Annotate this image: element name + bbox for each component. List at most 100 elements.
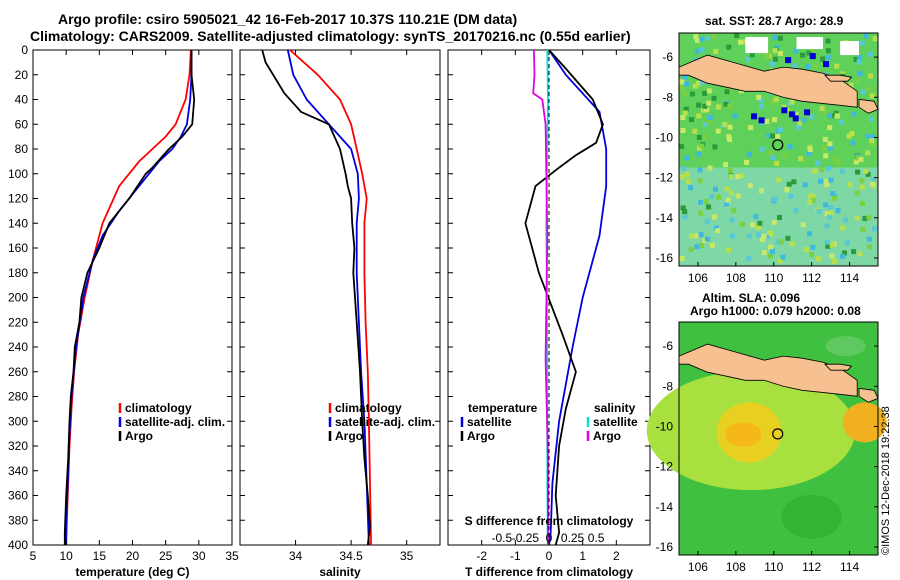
diff-series-temperature-argo (524, 49, 604, 546)
sst_map-field-cell (679, 84, 685, 90)
sst_map-ytick-label: -10 (656, 130, 674, 144)
sst_map-field-cell (700, 107, 706, 113)
sst_map-field-cell (872, 36, 878, 42)
temp-ytick-label: 120 (8, 192, 28, 206)
sst_map-field-cell (808, 193, 814, 199)
sst_map-field-cell (793, 48, 799, 54)
sst_map-field-cell (706, 119, 712, 125)
sst_map-field-cell (859, 184, 865, 190)
sst_map-field-cell (872, 226, 877, 232)
sst_map-field-cell (828, 177, 834, 183)
sst_map-field-cell (829, 210, 834, 216)
figure-title-line2: Climatology: CARS2009. Satellite-adjuste… (30, 28, 631, 44)
sst_map-field-cell (773, 96, 779, 102)
sst_map-field-cell (810, 244, 816, 250)
sst_map-field-cell (803, 247, 809, 253)
sst_map-field-cell (704, 35, 710, 41)
sst_map-field-cell (858, 156, 864, 162)
sst_map-field-cell (684, 81, 690, 87)
sst_map-field-cell (857, 251, 863, 257)
sst_map-field-cell (688, 247, 694, 253)
sst_map-field-cell (689, 117, 694, 123)
sst_map-cold-cell (823, 61, 830, 68)
sst_map-field-cell (835, 208, 841, 213)
temp-ytick-label: 100 (8, 167, 28, 181)
sst_map-field-cell (834, 63, 840, 69)
sal-series-satellite-adj-clim- (286, 49, 370, 546)
sla_map-xtick-label: 106 (688, 560, 708, 574)
sst_map-field-cell (759, 104, 764, 110)
sst_map-field-cell (830, 191, 836, 196)
diff-series-salinity-argo (532, 49, 549, 545)
sst_map-field-cell (811, 194, 817, 200)
sst_map-field-cell (769, 249, 775, 255)
sst_map-field-cell (764, 119, 770, 124)
sst_map-field-cell (682, 110, 688, 116)
sst_map-field-cell (824, 182, 830, 188)
sst_map-field-cell (844, 240, 850, 246)
sla_map-field-max (725, 422, 762, 447)
sst_map-field-cell (759, 146, 765, 152)
temp-ytick-label: 260 (8, 365, 28, 379)
sst_map-field-cell (859, 40, 865, 46)
sst_map-field-cell (707, 165, 713, 171)
sst_map-field-cell (847, 182, 853, 188)
sst_map-field-cell (827, 214, 833, 220)
sst_map-field-cell (709, 194, 714, 200)
diff-legend-salinity-label: Argo (593, 429, 621, 443)
sst_map-field-cell (859, 178, 865, 184)
sst_map-field-cell (727, 87, 733, 93)
sst_map-field-cell (726, 134, 732, 140)
sst_map-field-cell (807, 147, 813, 152)
diff-xtick-label: 2 (613, 549, 620, 563)
sst_map-cold-cell (781, 107, 788, 114)
diff-legend-temperature-heading: temperature (468, 401, 538, 415)
sst_map-field-cell (860, 89, 866, 95)
sst_map-field-cell (756, 94, 762, 100)
sst_map-field-cell (771, 219, 777, 225)
sst_map-field-cell (711, 33, 717, 39)
sst_map-field-cell (853, 56, 859, 62)
sst_map-field-cell (775, 239, 781, 245)
sst_map-field-cell (770, 133, 775, 139)
sst_map-field-cell (853, 159, 859, 165)
sst_map-ytick-label: -6 (662, 50, 673, 64)
sst_map-field-cell (816, 209, 822, 214)
sst_map-field-cell (826, 165, 832, 171)
temp-ytick-label: 300 (8, 414, 28, 428)
sst_map-field-cell (724, 89, 730, 95)
sst_map-field-cell (843, 217, 848, 223)
sst_map-field-cell (772, 117, 777, 123)
sst_map-cold-cell (809, 53, 816, 60)
temp-ytick-label: 240 (8, 340, 28, 354)
sst_map-field-cell (770, 61, 775, 67)
sst_map-field-cell (697, 178, 703, 184)
sst_map-field-cell (791, 179, 797, 185)
sst_map-field-cell (862, 216, 868, 221)
sst_map-field-cell (729, 217, 735, 223)
sst_map-field-cell (709, 242, 715, 248)
sst_map-field-cell (679, 79, 685, 85)
sst_map-field-cell (759, 236, 765, 242)
sst_map-field-cell (800, 52, 806, 58)
sst_map-field-cell (682, 74, 688, 80)
sst_map-field-cell (728, 174, 734, 180)
sst_map-field-cell (749, 52, 755, 58)
sst_map-field-cell (684, 155, 690, 161)
sst_map-field-cell (694, 244, 700, 250)
sst_map-field-cell (711, 95, 717, 101)
sst_map-field-cell (703, 199, 709, 205)
sst_map-field-cell (706, 204, 712, 210)
sst_map-field-cell (819, 105, 825, 111)
sst_map-field-cell (702, 90, 708, 96)
sst_map-field-cell (704, 107, 710, 113)
sst_map-field-cell (682, 214, 688, 220)
sst_map-field-cell (712, 144, 718, 150)
sst_map-field-cell (851, 111, 857, 117)
sst_map-field-cell (793, 207, 799, 213)
sst_map-field-cell (680, 128, 686, 133)
sst_map-field-cell (866, 244, 872, 250)
sst_map-field-cell (851, 249, 857, 255)
sst_map-field-cell (866, 215, 872, 221)
sst_map-field-cell (782, 153, 788, 159)
